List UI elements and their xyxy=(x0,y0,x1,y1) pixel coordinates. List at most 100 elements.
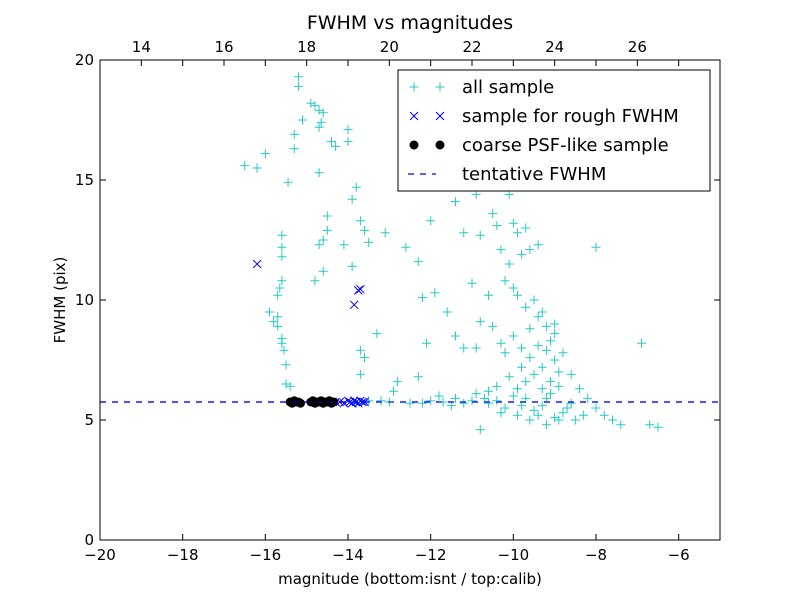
data-point xyxy=(318,266,328,276)
data-point xyxy=(318,108,328,118)
y-tick-label: 0 xyxy=(84,531,94,549)
data-point xyxy=(314,105,324,115)
data-point xyxy=(347,194,357,204)
legend-box xyxy=(397,69,711,192)
data-point xyxy=(376,396,386,406)
data-point xyxy=(550,329,560,339)
data-point xyxy=(554,381,564,391)
data-point xyxy=(275,283,285,293)
data-point xyxy=(360,353,370,363)
x-axis-label: magnitude (bottom:isnt / top:calib) xyxy=(278,570,542,588)
data-point xyxy=(583,393,593,403)
data-point xyxy=(459,343,469,353)
data-point xyxy=(508,218,518,228)
legend-marker-icon xyxy=(409,82,419,92)
data-point xyxy=(525,324,535,334)
data-point xyxy=(314,168,324,178)
data-point xyxy=(360,225,370,235)
axis-ticks: −20 −18 −16 −14 −12 −10 −8 −6 0 5 10 15 20 14 16 18 20 22… xyxy=(75,38,720,564)
data-point xyxy=(550,413,560,423)
top-x-tick-label: 16 xyxy=(214,38,233,56)
data-point xyxy=(574,384,584,394)
data-point xyxy=(517,362,527,372)
data-point xyxy=(260,149,270,159)
data-point xyxy=(240,161,250,171)
data-point xyxy=(570,415,580,425)
data-point xyxy=(422,338,432,348)
legend-entry-sample-for-rough-fwhm: sample for rough FWHM xyxy=(409,106,679,127)
data-point xyxy=(546,336,556,346)
data-point xyxy=(488,209,498,219)
data-point xyxy=(459,228,469,238)
data-point xyxy=(492,396,502,406)
data-point xyxy=(645,420,655,430)
legend-marker-icon xyxy=(435,140,445,150)
top-x-tick-label: 18 xyxy=(297,38,316,56)
data-point xyxy=(393,377,403,387)
data-point xyxy=(541,345,551,355)
data-point xyxy=(351,182,361,192)
data-point xyxy=(496,245,506,255)
data-point xyxy=(533,341,543,351)
legend-label: coarse PSF-like sample xyxy=(462,135,669,156)
data-point xyxy=(517,249,527,259)
data-point xyxy=(533,410,543,420)
x-tick-label: −20 xyxy=(84,546,116,564)
data-point xyxy=(508,283,518,293)
data-point xyxy=(504,372,514,382)
data-point xyxy=(295,398,305,408)
legend: all sample sample for rough FWHM coarse PS… xyxy=(397,69,711,192)
data-point xyxy=(355,216,365,226)
y-tick-label: 5 xyxy=(84,411,94,429)
data-point xyxy=(349,300,359,310)
data-point xyxy=(279,345,289,355)
data-point xyxy=(521,377,531,387)
data-point xyxy=(492,381,502,391)
data-point xyxy=(310,101,320,111)
data-point xyxy=(372,329,382,339)
data-point xyxy=(525,353,535,363)
data-point xyxy=(537,362,547,372)
plot-marks xyxy=(100,72,720,435)
data-point xyxy=(347,261,357,271)
data-point xyxy=(293,81,303,91)
top-x-tick-label: 26 xyxy=(628,38,647,56)
data-point xyxy=(500,276,510,286)
y-axis-label: FWHM (pix) xyxy=(51,257,69,344)
data-point xyxy=(566,398,576,408)
data-point xyxy=(484,290,494,300)
data-point xyxy=(293,72,303,82)
data-point xyxy=(318,235,328,245)
data-point xyxy=(521,223,531,233)
data-point xyxy=(310,276,320,286)
data-point xyxy=(558,348,568,358)
data-point xyxy=(529,295,539,305)
data-point xyxy=(442,307,452,317)
top-x-tick-label: 20 xyxy=(380,38,399,56)
data-point xyxy=(277,276,287,286)
x-tick-label: −14 xyxy=(332,546,364,564)
plot-frame xyxy=(99,59,721,541)
data-point xyxy=(364,237,374,247)
data-point xyxy=(413,257,423,267)
data-point xyxy=(298,115,308,125)
data-point xyxy=(355,345,365,355)
legend-marker-icon xyxy=(409,111,419,121)
data-point xyxy=(273,290,283,300)
x-tick-label: −8 xyxy=(585,546,607,564)
data-point xyxy=(388,386,398,396)
legend-marker-icon xyxy=(435,111,445,121)
data-point xyxy=(521,302,531,312)
data-point xyxy=(401,242,411,252)
data-point xyxy=(343,396,353,406)
data-point xyxy=(541,420,551,430)
x-tick-label: −16 xyxy=(250,546,282,564)
data-point xyxy=(537,401,547,411)
data-point xyxy=(529,405,539,415)
data-point xyxy=(277,338,287,348)
data-point xyxy=(273,312,283,322)
data-point xyxy=(500,348,510,358)
x-tick-label: −12 xyxy=(415,546,447,564)
data-point xyxy=(450,331,460,341)
